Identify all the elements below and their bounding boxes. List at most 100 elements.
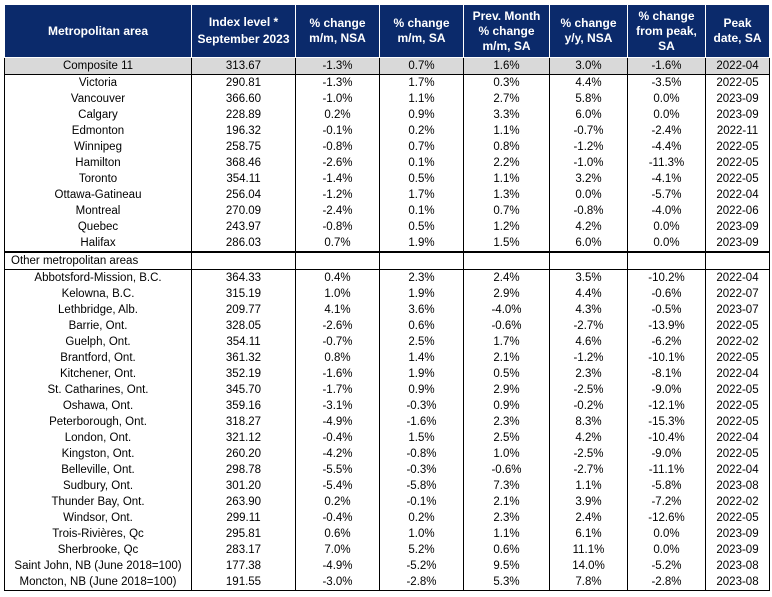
- value-cell: 196.32: [191, 123, 296, 139]
- empty-cell: [705, 251, 770, 270]
- value-cell: 4.4%: [549, 74, 628, 91]
- area-name-cell: Oshawa, Ont.: [4, 398, 192, 414]
- value-cell: -2.5%: [549, 446, 628, 462]
- table-row: Belleville, Ont. 298.78 -5.5% -0.3% -0.6% -2.…: [4, 462, 770, 478]
- value-cell: 2.9%: [463, 382, 550, 398]
- table-row: Winnipeg 258.75 -0.8% 0.7% 0.8% -1.2% -4.4% 202…: [4, 139, 770, 155]
- value-cell: 177.38: [191, 558, 296, 574]
- value-cell: -0.8%: [379, 446, 464, 462]
- header-row: Metropolitan area Index level * September…: [4, 4, 770, 58]
- value-cell: 2022-02: [705, 494, 770, 510]
- value-cell: 1.6%: [463, 57, 550, 75]
- value-cell: 313.67: [191, 57, 296, 75]
- value-cell: -0.8%: [295, 219, 380, 235]
- value-cell: 2022-04: [705, 187, 770, 203]
- value-cell: 243.97: [191, 219, 296, 235]
- area-name-cell: Lethbridge, Alb.: [4, 302, 192, 318]
- value-cell: -10.2%: [627, 269, 706, 286]
- value-cell: -10.4%: [627, 430, 706, 446]
- value-cell: 321.12: [191, 430, 296, 446]
- value-cell: -12.1%: [627, 398, 706, 414]
- value-cell: -0.2%: [549, 398, 628, 414]
- value-cell: 0.0%: [549, 187, 628, 203]
- area-name-cell: Edmonton: [4, 123, 192, 139]
- value-cell: 2022-07: [705, 286, 770, 302]
- header-index-level: Index level * September 2023: [191, 4, 296, 58]
- empty-cell: [295, 251, 380, 270]
- area-name-cell: Kelowna, B.C.: [4, 286, 192, 302]
- value-cell: 3.3%: [463, 107, 550, 123]
- value-cell: 7.0%: [295, 542, 380, 558]
- table-row: Sudbury, Ont. 301.20 -5.4% -5.8% 7.3% 1.1% -5.…: [4, 478, 770, 494]
- table-row: Victoria 290.81 -1.3% 1.7% 0.3% 4.4% -3.5% 2022…: [4, 74, 770, 91]
- value-cell: 286.03: [191, 235, 296, 252]
- value-cell: 5.2%: [379, 542, 464, 558]
- value-cell: 0.6%: [463, 542, 550, 558]
- value-cell: 7.3%: [463, 478, 550, 494]
- value-cell: -0.5%: [627, 302, 706, 318]
- empty-cell: [379, 251, 464, 270]
- value-cell: -4.2%: [295, 446, 380, 462]
- value-cell: 2023-09: [705, 526, 770, 542]
- value-cell: 0.1%: [379, 155, 464, 171]
- value-cell: 0.9%: [379, 382, 464, 398]
- value-cell: 1.2%: [463, 219, 550, 235]
- value-cell: 2022-05: [705, 510, 770, 526]
- area-name-cell: Saint John, NB (June 2018=100): [4, 558, 192, 574]
- value-cell: 1.7%: [379, 187, 464, 203]
- table-row: Windsor, Ont. 299.11 -0.4% 0.2% 2.3% 2.4% -12.…: [4, 510, 770, 526]
- value-cell: 2.1%: [463, 350, 550, 366]
- value-cell: 2022-11: [705, 123, 770, 139]
- value-cell: 2023-09: [705, 107, 770, 123]
- value-cell: 283.17: [191, 542, 296, 558]
- value-cell: -11.1%: [627, 462, 706, 478]
- value-cell: 2.3%: [463, 414, 550, 430]
- value-cell: 4.1%: [295, 302, 380, 318]
- value-cell: -5.2%: [627, 558, 706, 574]
- table-row: Calgary 228.89 0.2% 0.9% 3.3% 6.0% 0.0% 2023-09: [4, 107, 770, 123]
- area-name-cell: Kitchener, Ont.: [4, 366, 192, 382]
- value-cell: 2.4%: [463, 269, 550, 286]
- table-row: Abbotsford-Mission, B.C. 364.33 0.4% 2.3% 2.…: [4, 269, 770, 286]
- value-cell: 0.2%: [295, 107, 380, 123]
- value-cell: 191.55: [191, 574, 296, 591]
- table-row: Trois-Rivières, Qc 295.81 0.6% 1.0% 1.1% 6.1%…: [4, 526, 770, 542]
- value-cell: -2.7%: [549, 318, 628, 334]
- value-cell: -5.4%: [295, 478, 380, 494]
- table-row: Lethbridge, Alb. 209.77 4.1% 3.6% -4.0% 4.3% -…: [4, 302, 770, 318]
- value-cell: 2022-05: [705, 171, 770, 187]
- value-cell: -0.8%: [295, 139, 380, 155]
- value-cell: -1.6%: [627, 57, 706, 75]
- header-mm-sa: % change m/m, SA: [379, 4, 464, 58]
- value-cell: 2.4%: [549, 510, 628, 526]
- value-cell: -1.2%: [295, 187, 380, 203]
- value-cell: 318.27: [191, 414, 296, 430]
- table-row: Brantford, Ont. 361.32 0.8% 1.4% 2.1% -1.2% -1…: [4, 350, 770, 366]
- value-cell: 256.04: [191, 187, 296, 203]
- value-cell: 1.1%: [463, 171, 550, 187]
- value-cell: -15.3%: [627, 414, 706, 430]
- value-cell: 0.7%: [379, 57, 464, 75]
- table-row: Guelph, Ont. 354.11 -0.7% 2.5% 1.7% 4.6% -6.2%…: [4, 334, 770, 350]
- value-cell: -0.7%: [295, 334, 380, 350]
- value-cell: 295.81: [191, 526, 296, 542]
- empty-cell: [463, 251, 550, 270]
- value-cell: 0.8%: [295, 350, 380, 366]
- value-cell: 14.0%: [549, 558, 628, 574]
- value-cell: 1.9%: [379, 286, 464, 302]
- value-cell: -2.6%: [295, 318, 380, 334]
- value-cell: 263.90: [191, 494, 296, 510]
- value-cell: 0.0%: [627, 219, 706, 235]
- value-cell: -2.8%: [379, 574, 464, 591]
- value-cell: -0.4%: [295, 430, 380, 446]
- value-cell: 1.4%: [379, 350, 464, 366]
- table-row: Moncton, NB (June 2018=100) 191.55 -3.0% -2…: [4, 574, 770, 591]
- value-cell: 2.3%: [549, 366, 628, 382]
- value-cell: 0.1%: [379, 203, 464, 219]
- value-cell: 3.9%: [549, 494, 628, 510]
- value-cell: 2022-05: [705, 414, 770, 430]
- value-cell: 0.5%: [379, 219, 464, 235]
- value-cell: 1.1%: [463, 123, 550, 139]
- value-cell: 2.3%: [379, 269, 464, 286]
- value-cell: -3.5%: [627, 74, 706, 91]
